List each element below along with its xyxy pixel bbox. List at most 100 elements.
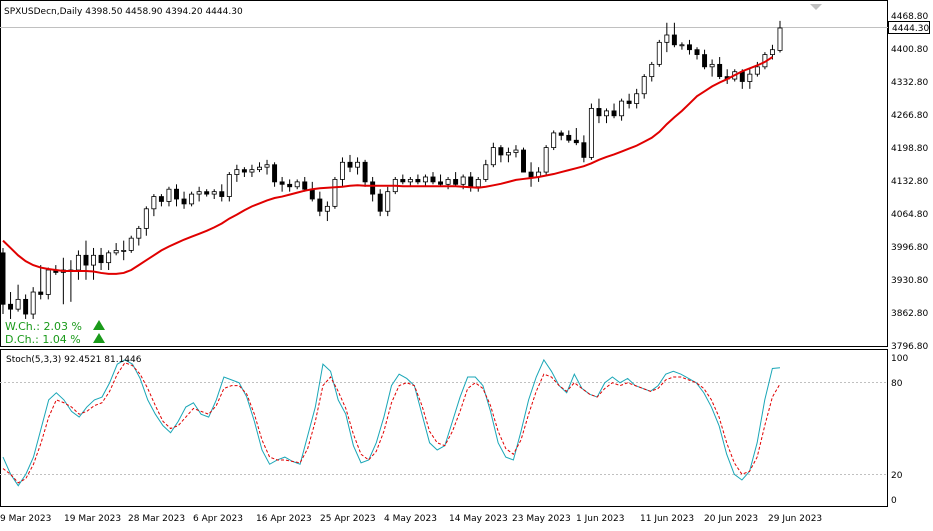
candle [226, 172, 232, 202]
candle [649, 61, 655, 82]
candle [566, 130, 572, 143]
candle-body [430, 176, 436, 183]
candle-body [769, 49, 775, 55]
candle [573, 128, 579, 146]
candle-body [754, 66, 760, 75]
candle-body [453, 179, 459, 185]
candle-body [777, 27, 783, 51]
stoch-panel-frame [0, 349, 888, 507]
candle-body [626, 100, 632, 104]
candle-body [91, 254, 96, 266]
stoch-tick-label: 80 [891, 379, 903, 389]
weekly-change-text: W.Ch.: 2.03 % [5, 320, 82, 333]
candle [158, 194, 164, 207]
candle [121, 240, 127, 261]
date-tick-label: 16 Apr 2023 [256, 514, 312, 524]
candle-body [347, 161, 353, 168]
scroll-marker-icon[interactable] [810, 4, 822, 10]
candle-body [23, 298, 29, 315]
candle-body [113, 250, 119, 254]
price-tick-label: 4266.80 [891, 111, 928, 121]
price-tick-label: 4132.80 [891, 177, 928, 187]
date-tick-label: 4 May 2023 [384, 514, 437, 524]
candle-body [211, 191, 217, 195]
chart-title: SPXUSDecn,Daily 4398.50 4458.90 4394.20 … [4, 7, 243, 17]
candle-body [196, 191, 202, 195]
candle [619, 98, 625, 121]
candle-body [483, 164, 489, 180]
price-tick-label: 3996.80 [891, 243, 928, 253]
candle-body [581, 142, 587, 158]
candle [234, 164, 240, 182]
daily-up-arrow-icon [93, 333, 105, 343]
candle [302, 176, 308, 192]
stoch-lines-group [2, 358, 781, 487]
candle-body [279, 181, 285, 185]
candle-body [38, 291, 44, 295]
candle-body [151, 196, 157, 210]
candle-body [377, 193, 383, 212]
weekly-up-arrow-icon [93, 320, 105, 330]
candle [551, 130, 557, 151]
stoch-tick-label: 0 [891, 496, 897, 506]
candle [385, 186, 391, 217]
candle-body [158, 196, 164, 202]
candle [490, 142, 496, 168]
candle [687, 39, 692, 55]
candle [453, 172, 459, 187]
candle-body [679, 44, 685, 47]
candle-body [234, 169, 240, 175]
candle [143, 206, 149, 236]
candle-body [619, 100, 625, 117]
candle-body [181, 198, 187, 205]
candle-body [528, 171, 534, 178]
candle [38, 265, 44, 300]
current-price-marker [888, 21, 930, 34]
candle [355, 157, 361, 175]
candle-body [498, 147, 504, 156]
price-tick-label: 3862.80 [891, 309, 928, 319]
candle-body [226, 174, 232, 197]
candle-body [128, 237, 134, 251]
candle-body [121, 250, 127, 252]
candle-body [588, 108, 594, 158]
candle [664, 22, 670, 53]
candle-body [324, 205, 330, 212]
candles-group [0, 20, 783, 319]
date-tick-label: 28 Mar 2023 [128, 514, 185, 524]
candle-body [257, 166, 262, 171]
current-price-label: 4444.30 [892, 24, 929, 34]
candle-body [596, 108, 602, 117]
candle [294, 179, 300, 190]
candle-body [339, 161, 345, 180]
candle [324, 201, 330, 222]
candle-body [219, 191, 225, 197]
candle-body [385, 191, 391, 212]
candle [362, 159, 368, 187]
stoch-tick-label: 100 [891, 354, 908, 364]
candle [747, 69, 753, 89]
price-tick-label: 4332.80 [891, 78, 928, 88]
candle-body [438, 181, 444, 185]
candle [717, 57, 723, 80]
candle-body [189, 193, 195, 205]
candle-body [543, 147, 549, 173]
candle-body [98, 254, 104, 264]
candle-body [166, 188, 172, 202]
candle-body [174, 188, 179, 200]
candle [400, 174, 406, 185]
candle [151, 194, 157, 217]
candle [498, 145, 504, 163]
candle [626, 93, 632, 109]
price-tick-label: 4064.80 [891, 210, 928, 220]
price-axis: 4468.80 4400.80 4332.80 4266.80 4198.80 … [891, 12, 928, 352]
candle [438, 174, 444, 187]
candle [422, 174, 428, 187]
candle-body [634, 93, 640, 104]
candle [257, 162, 262, 173]
date-tick-label: 14 May 2023 [449, 514, 508, 524]
stoch-title: Stoch(5,3,3) 92.4521 81.1446 [6, 355, 142, 365]
candle-body [15, 298, 21, 310]
